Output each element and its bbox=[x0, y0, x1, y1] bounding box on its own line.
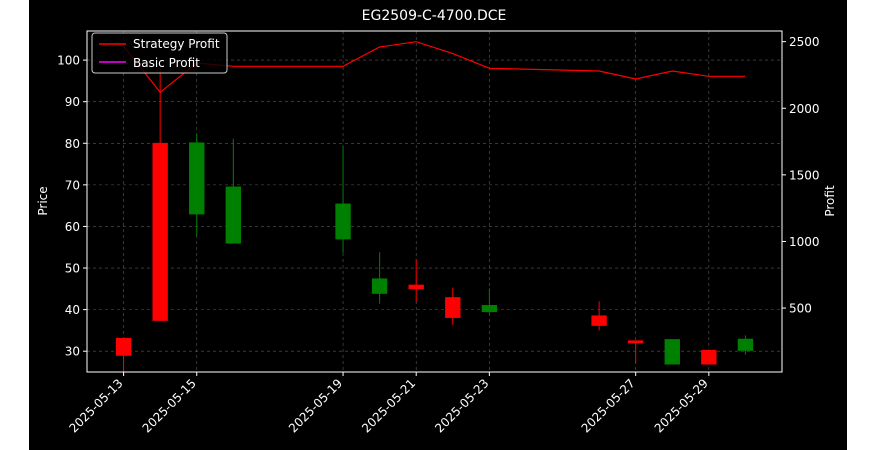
candlestick-chart: EG2509-C-4700.DCE 30 40 50 60 70 80 90 100 500 1… bbox=[36, 8, 837, 435]
candle-body bbox=[701, 349, 717, 365]
y-right-tick-label: 2000 bbox=[789, 102, 820, 116]
y-axis-label-left: Price bbox=[36, 186, 50, 215]
candles bbox=[115, 67, 754, 375]
y-tick-label: 60 bbox=[65, 220, 80, 234]
chart-title: EG2509-C-4700.DCE bbox=[362, 8, 507, 24]
candle-body bbox=[335, 203, 351, 240]
candle-body bbox=[408, 284, 424, 290]
legend-strategy-profit-label: Strategy Profit bbox=[133, 37, 220, 51]
y-right-tick-label: 1500 bbox=[789, 168, 820, 182]
y-tick-label: 80 bbox=[65, 137, 80, 151]
candle-body bbox=[628, 340, 644, 344]
x-axis: 2025-05-13 2025-05-15 2025-05-19 2025-05-21… bbox=[66, 372, 711, 435]
y-axis-right: 500 1000 1500 2000 2500 bbox=[782, 35, 820, 316]
legend-basic-profit-label: Basic Profit bbox=[133, 56, 200, 70]
candle-body bbox=[445, 297, 461, 318]
y-tick-label: 70 bbox=[65, 178, 80, 192]
y-tick-label: 30 bbox=[65, 345, 80, 359]
plot-frame bbox=[86, 30, 783, 373]
x-tick-label: 2025-05-15 bbox=[140, 376, 199, 435]
candle-body bbox=[481, 305, 498, 313]
candle-body bbox=[664, 339, 680, 365]
legend: Strategy Profit Basic Profit bbox=[91, 32, 228, 74]
y-tick-label: 100 bbox=[57, 54, 80, 68]
y-right-tick-label: 2500 bbox=[789, 35, 820, 49]
y-tick-label: 50 bbox=[65, 262, 80, 276]
x-tick-label: 2025-05-19 bbox=[286, 376, 345, 435]
y-tick-label: 90 bbox=[65, 95, 80, 109]
candle-body bbox=[189, 142, 205, 215]
x-tick-label: 2025-05-21 bbox=[359, 376, 418, 435]
candle-body bbox=[115, 337, 132, 356]
candle-body bbox=[371, 278, 388, 294]
x-tick-label: 2025-05-29 bbox=[652, 376, 711, 435]
figure-background: EG2509-C-4700.DCE 30 40 50 60 70 80 90 100 500 1… bbox=[29, 0, 847, 450]
candle-body bbox=[591, 315, 607, 326]
x-tick-label: 2025-05-13 bbox=[66, 376, 125, 435]
y-right-tick-label: 1000 bbox=[789, 235, 820, 249]
legend-box bbox=[91, 32, 228, 74]
y-axis-left: 30 40 50 60 70 80 90 100 bbox=[57, 54, 87, 359]
candle-body bbox=[152, 142, 168, 321]
y-right-tick-label: 500 bbox=[789, 302, 812, 316]
x-tick-label: 2025-05-23 bbox=[432, 376, 491, 435]
candle-body bbox=[225, 186, 241, 244]
y-tick-label: 40 bbox=[65, 303, 80, 317]
candle-body bbox=[737, 338, 754, 351]
x-tick-label: 2025-05-27 bbox=[579, 376, 638, 435]
y-axis-label-right: Profit bbox=[823, 185, 837, 217]
